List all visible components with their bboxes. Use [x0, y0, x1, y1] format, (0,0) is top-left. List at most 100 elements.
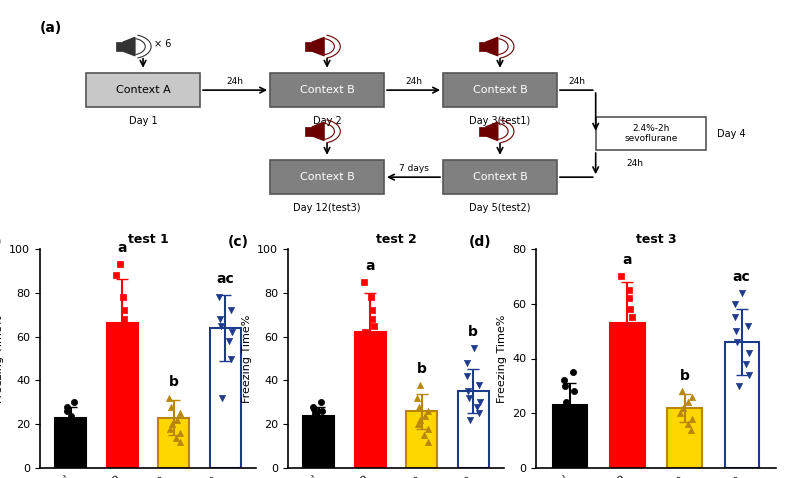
Point: [559, 399, 572, 406]
Text: 2.4%-2h
sevoflurane: 2.4%-2h sevoflurane: [624, 124, 678, 143]
Text: 24h: 24h: [405, 77, 422, 87]
Point: [568, 432, 581, 439]
Point: [364, 350, 377, 358]
Point: [732, 382, 745, 390]
FancyBboxPatch shape: [443, 73, 557, 107]
Point: [61, 407, 74, 415]
Point: [366, 315, 378, 323]
Point: [622, 349, 634, 357]
Bar: [355, 332, 386, 468]
Point: [560, 404, 573, 412]
Bar: [158, 418, 189, 468]
Point: [464, 416, 477, 424]
Point: [623, 305, 636, 313]
Point: [623, 294, 636, 302]
Point: [315, 399, 328, 406]
Point: [463, 394, 476, 402]
Text: Day 3(test1): Day 3(test1): [470, 116, 530, 126]
Point: [681, 421, 694, 428]
Point: [729, 314, 742, 321]
Text: ac: ac: [216, 272, 234, 286]
Point: [112, 337, 125, 345]
Point: [316, 416, 329, 424]
Point: [730, 327, 742, 335]
Point: [365, 293, 378, 301]
Point: [110, 271, 122, 279]
Point: [307, 403, 320, 411]
Point: [225, 355, 238, 362]
Point: [68, 425, 81, 433]
Point: [162, 394, 175, 402]
Text: Day 12(test3): Day 12(test3): [294, 203, 361, 213]
Polygon shape: [486, 37, 498, 56]
Point: [617, 338, 630, 346]
Text: × 6: × 6: [154, 39, 171, 49]
Point: [474, 399, 486, 406]
Point: [559, 382, 572, 390]
Point: [118, 315, 130, 323]
Point: [358, 278, 370, 285]
Bar: [55, 418, 86, 468]
Point: [313, 414, 326, 422]
Point: [222, 337, 235, 345]
Bar: [725, 342, 759, 468]
FancyBboxPatch shape: [478, 42, 486, 51]
FancyBboxPatch shape: [443, 160, 557, 195]
Bar: [553, 405, 587, 468]
Point: [422, 438, 434, 446]
Point: [422, 425, 434, 433]
Text: Day 2: Day 2: [313, 116, 342, 126]
Title: test 3: test 3: [636, 233, 676, 246]
FancyBboxPatch shape: [270, 73, 384, 107]
Point: [414, 416, 426, 424]
Point: [117, 293, 130, 301]
Text: 24h: 24h: [626, 159, 643, 168]
Point: [216, 394, 229, 402]
Point: [566, 421, 578, 428]
Y-axis label: Freezing Time%: Freezing Time%: [0, 315, 4, 402]
Text: Day 4: Day 4: [717, 129, 746, 139]
Point: [566, 369, 579, 376]
Text: Context B: Context B: [473, 85, 527, 95]
Point: [473, 410, 486, 417]
Point: [742, 349, 755, 357]
Point: [557, 426, 570, 434]
FancyBboxPatch shape: [116, 42, 123, 51]
Text: a: a: [622, 253, 632, 267]
Point: [314, 421, 327, 428]
Point: [110, 328, 123, 336]
Point: [308, 405, 321, 413]
Point: [461, 372, 474, 380]
Point: [674, 410, 687, 417]
Text: (c): (c): [227, 235, 249, 250]
Point: [306, 423, 319, 431]
Point: [618, 360, 630, 368]
FancyBboxPatch shape: [270, 160, 384, 195]
Text: Context A: Context A: [116, 85, 170, 95]
Point: [68, 399, 81, 406]
Point: [731, 338, 744, 346]
Point: [309, 412, 322, 420]
Y-axis label: Freezing Time%: Freezing Time%: [242, 315, 252, 402]
Text: Context B: Context B: [300, 85, 354, 95]
Point: [166, 421, 178, 428]
Point: [558, 377, 570, 384]
Point: [163, 425, 176, 433]
Text: (b): (b): [0, 235, 2, 250]
FancyBboxPatch shape: [305, 42, 312, 51]
Point: [215, 322, 228, 329]
Bar: [610, 323, 645, 468]
Point: [214, 315, 226, 323]
Point: [467, 344, 480, 351]
Point: [729, 300, 742, 307]
Point: [736, 289, 749, 296]
Point: [170, 416, 183, 424]
Title: test 1: test 1: [128, 233, 168, 246]
Point: [418, 432, 430, 439]
Text: Context B: Context B: [473, 172, 527, 182]
Point: [165, 403, 178, 411]
Text: ac: ac: [733, 270, 750, 284]
Point: [116, 344, 129, 351]
Bar: [210, 328, 241, 468]
Text: 24h: 24h: [568, 77, 585, 87]
